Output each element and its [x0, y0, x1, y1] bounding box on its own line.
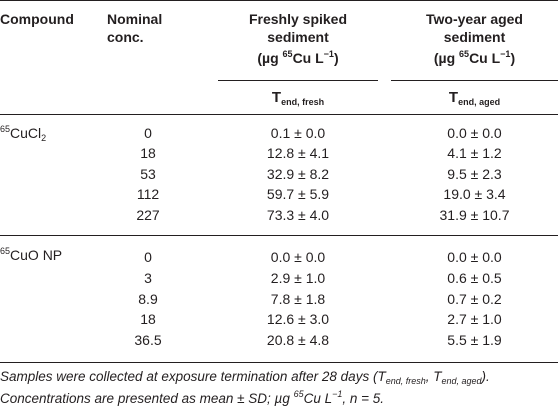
fresh-cell: 20.8 ± 4.8	[266, 332, 330, 348]
fresh-header-underline	[218, 80, 378, 81]
header-bottom-rule	[0, 114, 558, 115]
compound-label-cuo-np: 65CuO NP	[0, 246, 63, 263]
header-fresh-unit: (µg 65Cu L−1)	[257, 49, 339, 66]
conc-cell: 112	[136, 186, 160, 202]
conc-cell: 0	[144, 249, 152, 265]
aged-cell: 0.0 ± 0.0	[447, 249, 502, 265]
aged-cell: 4.1 ± 1.2	[447, 145, 502, 161]
aged-cell: 5.5 ± 1.9	[447, 332, 502, 348]
table-top-rule	[0, 0, 558, 1]
conc-cell: 8.9	[138, 291, 158, 307]
fresh-cell: 7.8 ± 1.8	[270, 291, 326, 307]
fresh-cell: 12.6 ± 3.0	[266, 311, 330, 327]
fresh-cell: 0.0 ± 0.0	[270, 249, 326, 265]
conc-cell: 227	[136, 207, 160, 223]
fresh-cell: 73.3 ± 4.0	[266, 207, 330, 223]
header-t-end-fresh: Tend, fresh	[271, 89, 325, 107]
aged-cell: 0.0 ± 0.0	[447, 125, 502, 141]
header-fresh-line1: Freshly spiked	[248, 11, 348, 27]
footnote-line-2: Concentrations are presented as mean ± S…	[0, 389, 385, 406]
aged-cell: 2.7 ± 1.0	[447, 311, 502, 327]
fresh-cell: 2.9 ± 1.0	[270, 270, 326, 286]
conc-cell: 18	[140, 311, 156, 327]
header-nominal-line2: conc.	[107, 29, 144, 45]
table-bottom-rule	[0, 362, 558, 363]
footnote-line-1: Samples were collected at exposure termi…	[0, 369, 490, 386]
header-t-end-aged: Tend, aged	[448, 89, 501, 107]
conc-cell: 3	[144, 270, 152, 286]
fresh-cell: 0.1 ± 0.0	[270, 125, 326, 141]
header-aged-line1: Two-year aged	[426, 11, 523, 27]
aged-cell: 9.5 ± 2.3	[447, 166, 502, 182]
fresh-cell: 59.7 ± 5.9	[266, 186, 330, 202]
conc-cell: 18	[140, 145, 156, 161]
aged-cell: 31.9 ± 10.7	[439, 207, 510, 223]
fresh-cell: 12.8 ± 4.1	[266, 145, 330, 161]
header-nominal-line1: Nominal	[107, 11, 163, 27]
fresh-cell: 32.9 ± 8.2	[266, 166, 330, 182]
aged-cell: 0.6 ± 0.5	[447, 270, 502, 286]
conc-cell: 36.5	[134, 332, 162, 348]
header-aged-line2: sediment	[443, 29, 506, 45]
header-fresh-line2: sediment	[267, 29, 329, 45]
conc-cell: 53	[140, 166, 156, 182]
header-compound: Compound	[0, 11, 74, 27]
group-separator-rule	[0, 235, 558, 236]
conc-cell: 0	[144, 125, 152, 141]
aged-cell: 19.0 ± 3.4	[443, 186, 506, 202]
compound-label-cucl2: 65CuCl2	[0, 124, 47, 143]
header-aged-unit: (µg 65Cu L−1)	[433, 49, 516, 66]
aged-header-underline	[391, 80, 558, 81]
aged-cell: 0.7 ± 0.2	[447, 291, 502, 307]
